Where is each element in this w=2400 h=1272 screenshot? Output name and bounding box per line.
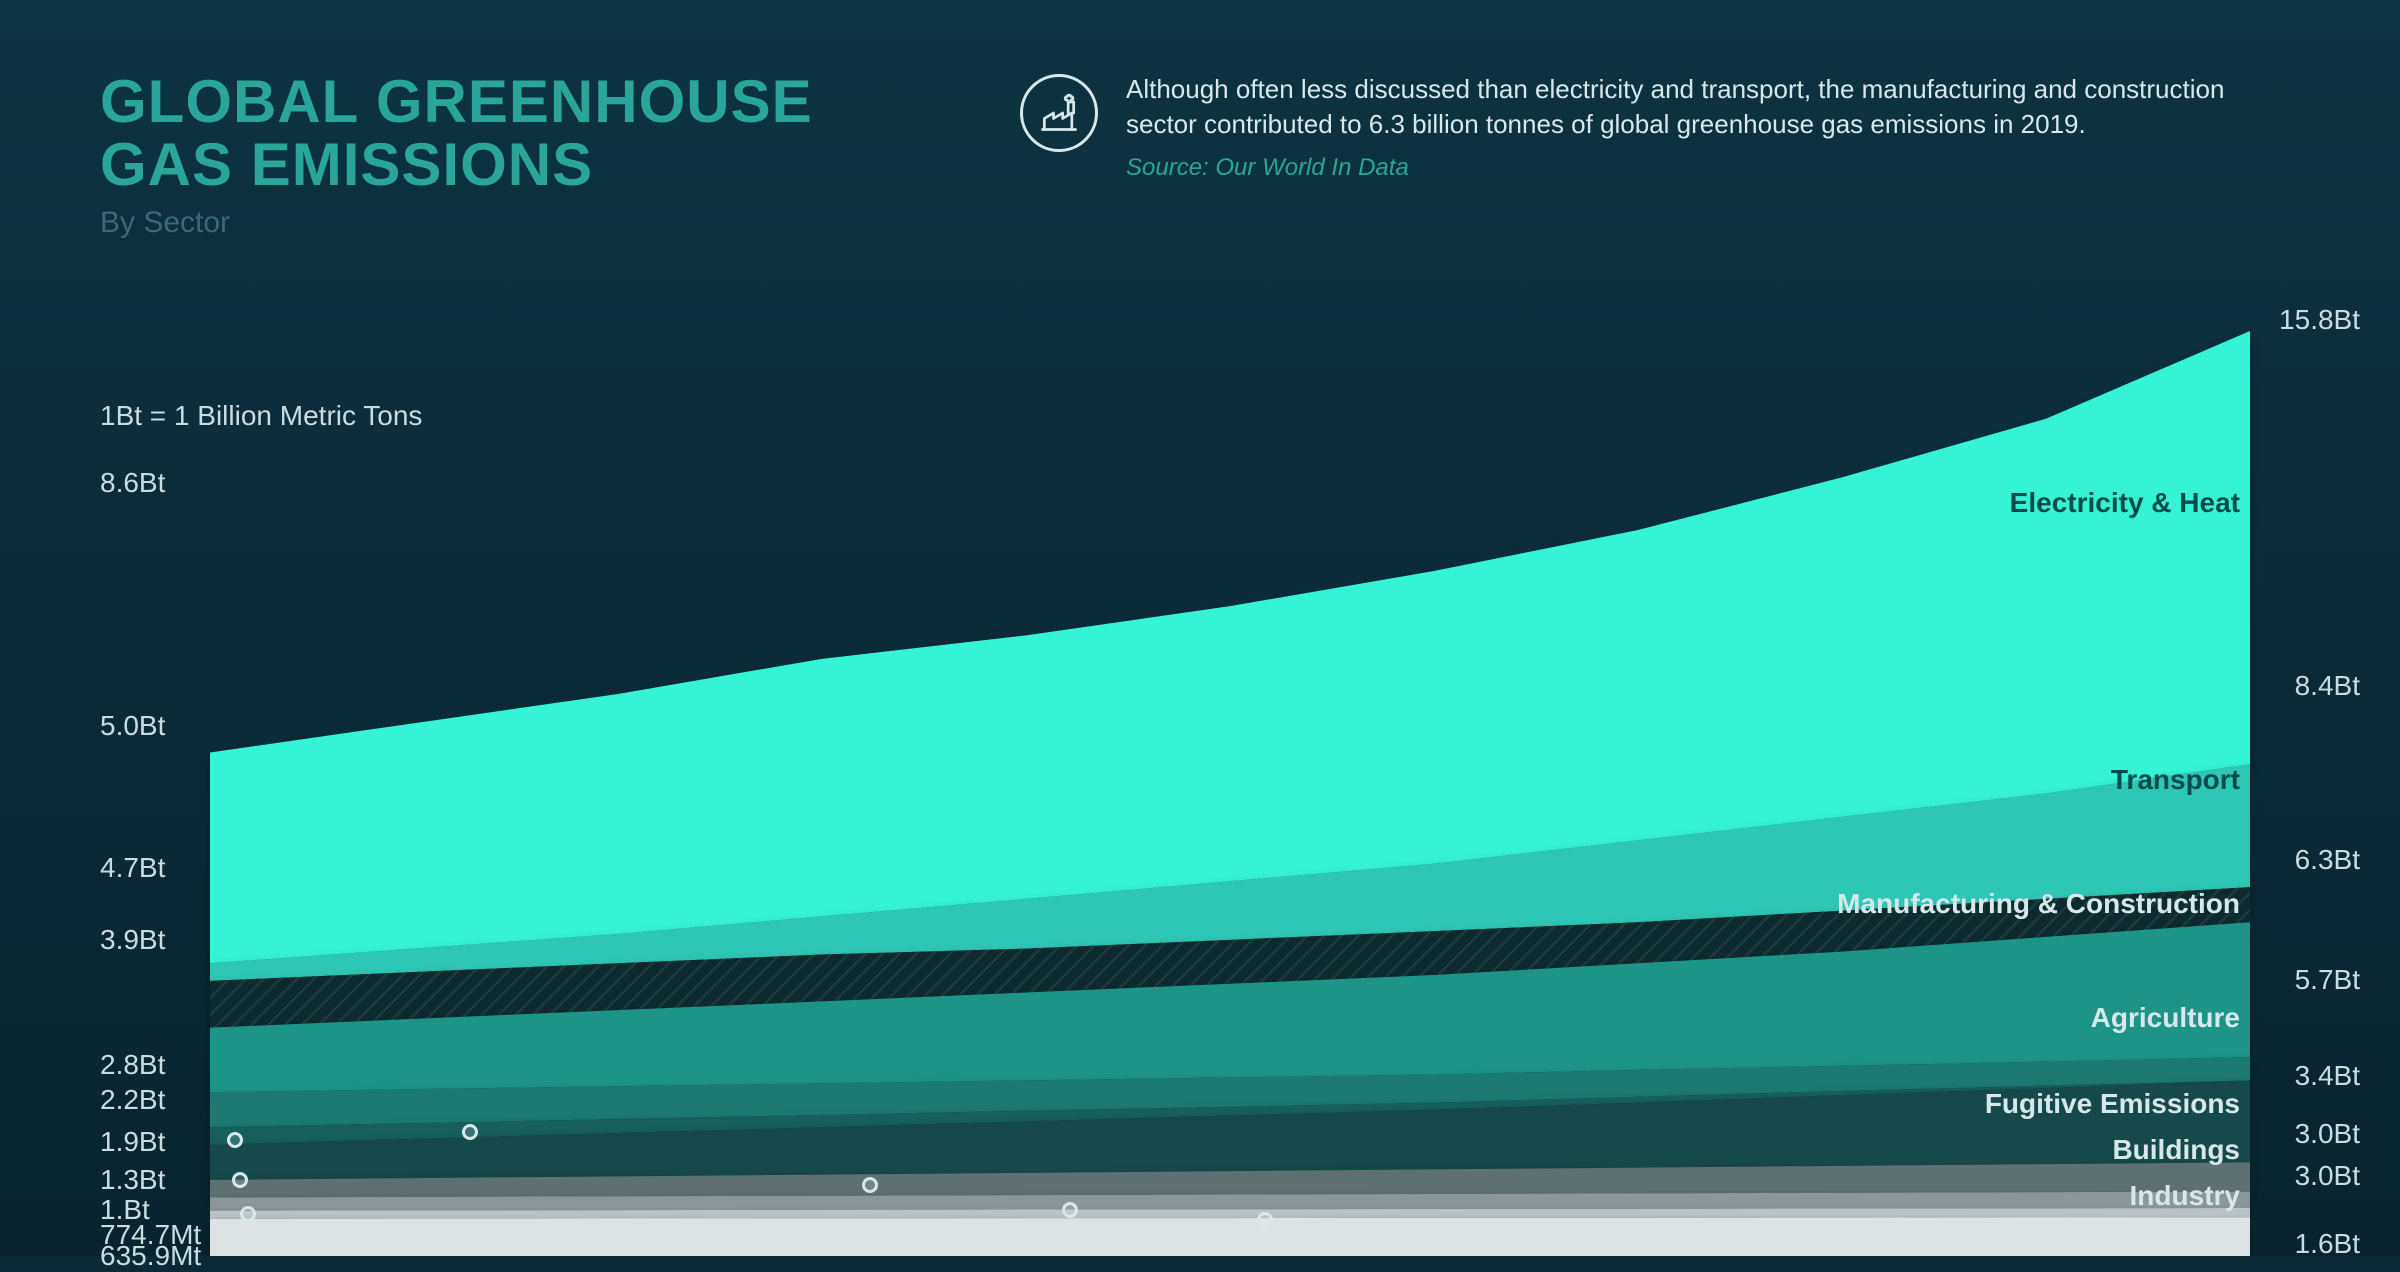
marker-dot — [1062, 1202, 1078, 1218]
left-axis-tick: 635.9Mt — [100, 1240, 201, 1272]
description-text: Although often less discussed than elect… — [1126, 72, 2246, 142]
left-axis-tick: 2.8Bt — [100, 1049, 165, 1081]
source-line: Source: Our World In Data — [1126, 154, 2246, 182]
marker-dot — [462, 1124, 478, 1140]
right-axis-tick: 6.3Bt — [2295, 844, 2360, 876]
right-axis-tick: 3.0Bt — [2295, 1118, 2360, 1150]
right-axis-tick: 15.8Bt — [2279, 304, 2360, 336]
series-label-manufacturing-construction: Manufacturing & Construction — [1837, 888, 2240, 920]
left-axis-tick: 1.9Bt — [100, 1126, 165, 1158]
left-axis-tick: 3.9Bt — [100, 924, 165, 956]
series-label-fugitive-emissions: Fugitive Emissions — [1985, 1088, 2240, 1120]
infographic-canvas: GLOBAL GREENHOUSE GAS EMISSIONS By Secto… — [0, 0, 2400, 1256]
description-block: Although often less discussed than elect… — [1020, 72, 2300, 182]
right-axis-tick: 1.6Bt — [2295, 1228, 2360, 1260]
right-axis-tick: 3.4Bt — [2295, 1060, 2360, 1092]
right-axis-tick: 8.4Bt — [2295, 670, 2360, 702]
series-label-agriculture: Agriculture — [2091, 1002, 2240, 1034]
marker-dot — [232, 1172, 248, 1188]
left-axis-tick: 1.3Bt — [100, 1164, 165, 1196]
series-label-buildings: Buildings — [2112, 1134, 2240, 1166]
marker-dot — [240, 1206, 256, 1222]
right-axis-tick: 5.7Bt — [2295, 964, 2360, 996]
left-axis-tick: 4.7Bt — [100, 852, 165, 884]
area-minor-d — [210, 1217, 2250, 1256]
factory-icon — [1020, 74, 1098, 152]
right-axis-tick: 3.0Bt — [2295, 1160, 2360, 1192]
source-prefix: Source: — [1126, 154, 1215, 181]
left-axis-tick: 8.6Bt — [100, 467, 165, 499]
source-name: Our World In Data — [1215, 154, 1408, 181]
title-line-1: GLOBAL GREENHOUSE — [100, 68, 813, 135]
marker-dot — [227, 1132, 243, 1148]
marker-dot — [862, 1177, 878, 1193]
series-label-transport: Transport — [2111, 764, 2240, 796]
series-label-electricity-heat: Electricity & Heat — [2010, 487, 2240, 519]
title-line-2: GAS EMISSIONS — [100, 131, 593, 198]
series-label-industry: Industry — [2130, 1180, 2240, 1212]
left-axis-tick: 5.0Bt — [100, 710, 165, 742]
title-block: GLOBAL GREENHOUSE GAS EMISSIONS By Secto… — [100, 70, 813, 240]
left-axis-tick: 2.2Bt — [100, 1084, 165, 1116]
subtitle: By Sector — [100, 206, 813, 240]
marker-dot — [1257, 1212, 1273, 1228]
main-title: GLOBAL GREENHOUSE GAS EMISSIONS — [100, 70, 813, 196]
description-text-wrap: Although often less discussed than elect… — [1126, 72, 2246, 182]
